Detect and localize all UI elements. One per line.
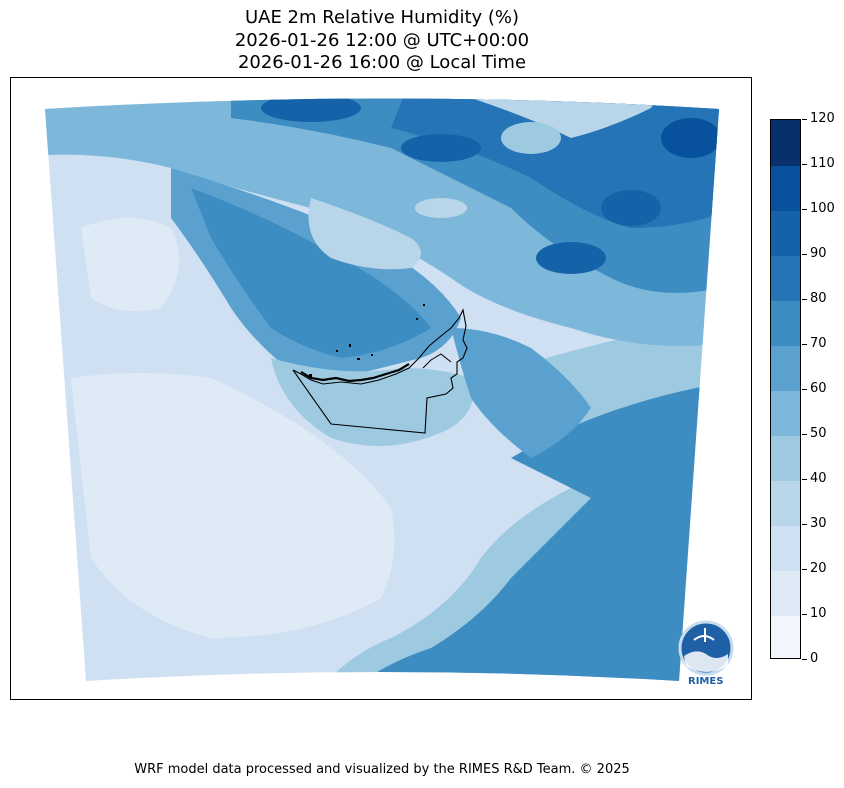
colorbar-tick — [802, 659, 807, 660]
footer-credit: WRF model data processed and visualized … — [0, 762, 764, 777]
colorbar-band — [771, 345, 800, 391]
humidity-map — [11, 78, 752, 700]
colorbar-tick-label: 60 — [810, 382, 827, 396]
colorbar-tick-label: 30 — [810, 517, 827, 531]
colorbar-band — [771, 300, 800, 346]
title-line-3: 2026-01-26 16:00 @ Local Time — [0, 52, 764, 74]
colorbar-tick-label: 80 — [810, 292, 827, 306]
colorbar-band — [771, 210, 800, 256]
colorbar-tick-label: 70 — [810, 337, 827, 351]
colorbar-tick — [802, 254, 807, 255]
colorbar-tick — [802, 209, 807, 210]
colorbar-band — [771, 165, 800, 211]
colorbar-tick — [802, 524, 807, 525]
colorbar-tick — [802, 389, 807, 390]
map-frame — [10, 77, 752, 700]
colorbar — [770, 119, 801, 659]
colorbar-tick — [802, 479, 807, 480]
colorbar-band — [771, 435, 800, 481]
colorbar-tick-label: 0 — [810, 652, 818, 666]
field-wet-spot-2 — [601, 190, 661, 226]
colorbar-band — [771, 615, 800, 659]
field-wet-spot-1 — [401, 134, 481, 162]
colorbar-band — [771, 120, 800, 166]
colorbar-tick-label: 120 — [810, 112, 835, 126]
field-dry-west — [81, 218, 179, 311]
logo-text: RIMES — [688, 676, 723, 687]
colorbar-tick — [802, 164, 807, 165]
colorbar-tick — [802, 434, 807, 435]
field-dry-spot-2 — [501, 122, 561, 154]
colorbar-band — [771, 255, 800, 301]
colorbar-tick — [802, 299, 807, 300]
colorbar-tick-label: 50 — [810, 427, 827, 441]
colorbar-tick-label: 10 — [810, 607, 827, 621]
colorbar-tick — [802, 344, 807, 345]
colorbar-band — [771, 390, 800, 436]
field-wet-spot-4 — [261, 94, 361, 122]
colorbar-band — [771, 525, 800, 571]
colorbar-band — [771, 480, 800, 526]
colorbar-tick-label: 20 — [810, 562, 827, 576]
field-wet-spot-3 — [661, 118, 721, 158]
rimes-logo: RIMES — [676, 618, 740, 688]
colorbar-tick-label: 40 — [810, 472, 827, 486]
colorbar-tick — [802, 569, 807, 570]
colorbar-tick-label: 110 — [810, 157, 835, 171]
colorbar-tick-label: 100 — [810, 202, 835, 216]
colorbar-tick — [802, 119, 807, 120]
title-line-2: 2026-01-26 12:00 @ UTC+00:00 — [0, 30, 764, 52]
title-line-1: UAE 2m Relative Humidity (%) — [0, 7, 764, 29]
colorbar-tick-label: 90 — [810, 247, 827, 261]
colorbar-tick — [802, 614, 807, 615]
field-dry-spot-1 — [415, 198, 467, 218]
field-wet-spot-5 — [536, 242, 606, 274]
colorbar-band — [771, 570, 800, 616]
